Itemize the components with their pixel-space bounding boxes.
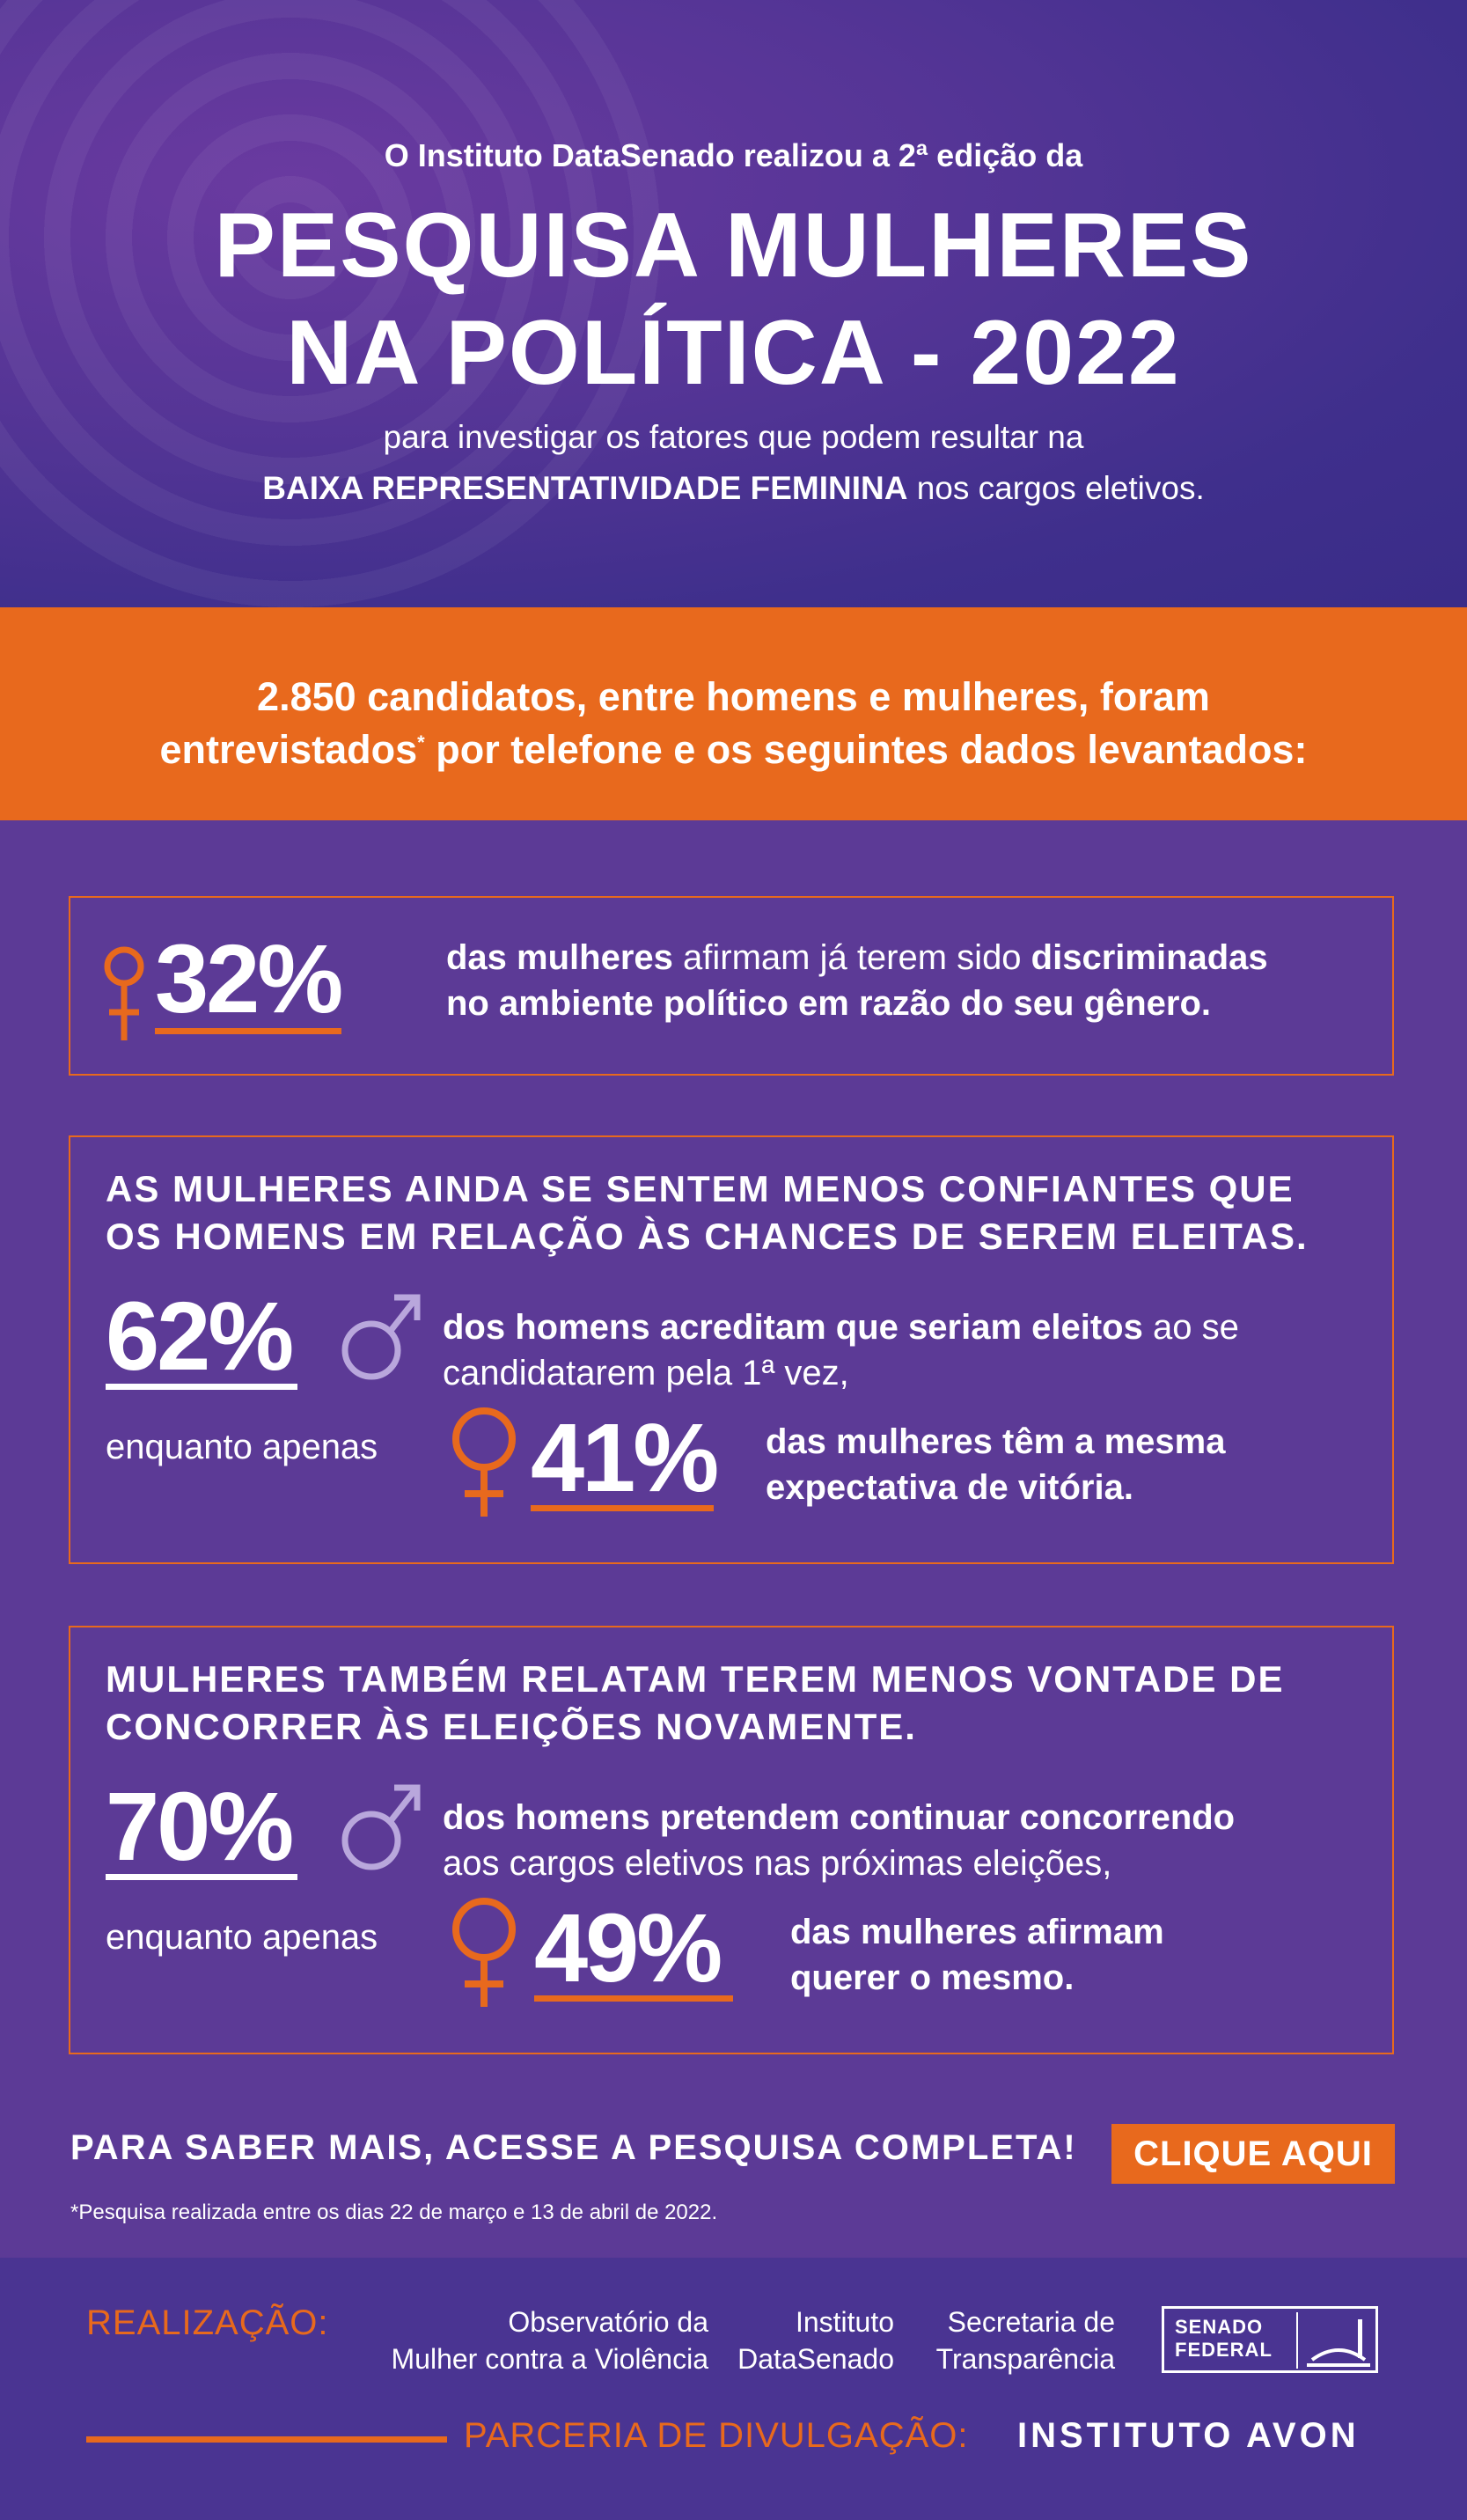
senado-logo-text: SENADO FEDERAL [1175,2316,1273,2362]
instituto-avon-logo: INSTITUTO AVON [1017,2416,1360,2455]
men-desc-light-2: candidatarem pela 1ª vez, [443,1354,849,1392]
intro-text: O Instituto DataSenado realizou a 2ª edi… [384,137,1083,173]
heading-line-2: CONCORRER ÀS ELEIÇÕES NOVAMENTE. [106,1706,917,1747]
senado-logo-line-2: FEDERAL [1175,2339,1273,2361]
title-line-1: PESQUISA MULHERES [214,195,1253,297]
enquanto-label: enquanto apenas [106,1918,378,1957]
stat-underline [155,1028,341,1034]
org-observatorio: Observatório da Mulher contra a Violênci… [392,2303,709,2377]
org-datasenado: Instituto DataSenado [737,2303,894,2377]
women-description: das mulheres afirmam querer o mesmo. [790,1909,1164,2001]
women-desc-line-1: das mulheres têm a mesma [766,1422,1226,1461]
heading-line-1: MULHERES TAMBÉM RELATAM TEREM MENOS VONT… [106,1658,1285,1700]
footnote-marker: * [417,731,425,753]
stat-underline-women [534,1995,733,2002]
enquanto-label: enquanto apenas [106,1428,378,1466]
heading-line-1: AS MULHERES AINDA SE SENTEM MENOS CONFIA… [106,1168,1295,1209]
stat-value-32: 32% [155,925,343,1033]
realizacao-label: REALIZAÇÃO: [86,2303,329,2342]
summary-band: 2.850 candidatos, entre homens e mulhere… [0,607,1467,820]
background-swirl [0,0,686,607]
men-desc-bold: dos homens pretendem continuar concorren… [443,1798,1236,1837]
summary-line-2: entrevistados* por telefone e os seguint… [0,720,1467,773]
org-transparencia-line-1: Secretaria de [947,2306,1115,2338]
stat-underline-men [106,1874,297,1880]
desc-line-2: no ambiente político em razão do seu gên… [446,984,1212,1023]
female-symbol-icon [452,1407,516,1517]
cta-text: PARA SABER MAIS, ACESSE A PESQUISA COMPL… [70,2128,1077,2167]
stat-box-reelection: MULHERES TAMBÉM RELATAM TEREM MENOS VONT… [69,1626,1394,2054]
men-desc-light-1: ao se [1142,1308,1239,1347]
stat-underline-men [106,1384,297,1390]
logo-divider [1296,2312,1298,2369]
org-observatorio-line-1: Observatório da [508,2306,708,2338]
stat-underline-women [531,1505,714,1511]
heading-line-2: OS HOMENS EM RELAÇÃO ÀS CHANCES DE SEREM… [106,1216,1309,1257]
senado-building-icon [1307,2319,1370,2367]
org-transparencia: Secretaria de Transparência [936,2303,1115,2377]
women-desc-line-1: das mulheres afirmam [790,1913,1164,1951]
title-line-2: NA POLÍTICA - 2022 [286,302,1181,404]
page-title: PESQUISA MULHERES NA POLÍTICA - 2022 [0,192,1467,407]
male-symbol-icon [341,1784,421,1870]
subtitle: para investigar os fatores que podem res… [0,412,1467,514]
footer-divider-line [86,2436,447,2443]
stat-value-62: 62% [106,1282,294,1391]
footnote: *Pesquisa realizada entre os dias 22 de … [70,2200,718,2224]
male-symbol-icon [341,1294,421,1380]
org-datasenado-line-2: DataSenado [737,2343,894,2375]
box-heading: MULHERES TAMBÉM RELATAM TEREM MENOS VONT… [106,1656,1285,1751]
men-description: dos homens acreditam que seriam eleitos … [443,1304,1239,1396]
subtitle-rest: nos cargos eletivos. [907,470,1205,506]
female-symbol-icon [104,946,144,1040]
summary-text-a: entrevistados [159,727,418,772]
women-desc-line-2: querer o mesmo. [790,1958,1075,1997]
parceria-label: PARCERIA DE DIVULGAÇÃO: [464,2416,969,2455]
stat-value-41: 41% [531,1404,719,1512]
men-desc-light: aos cargos eletivos nas próximas eleiçõe… [443,1844,1112,1883]
subtitle-line-2: BAIXA REPRESENTATIVIDADE FEMININA nos ca… [0,463,1467,514]
org-transparencia-line-2: Transparência [935,2343,1115,2375]
stat-box-confidence: AS MULHERES AINDA SE SENTEM MENOS CONFIA… [69,1135,1394,1564]
header: O Instituto DataSenado realizou a 2ª edi… [0,0,1467,607]
clique-aqui-button[interactable]: CLIQUE AQUI [1111,2124,1395,2184]
men-desc-bold: dos homens acreditam que seriam eleitos [443,1308,1143,1347]
org-observatorio-line-2: Mulher contra a Violência [391,2343,709,2375]
senado-federal-logo: SENADO FEDERAL [1162,2306,1378,2373]
senado-logo-line-1: SENADO [1175,2316,1264,2338]
summary-line-1: 2.850 candidatos, entre homens e mulhere… [257,674,1210,719]
desc-bold-2: discriminadas [1031,938,1268,977]
summary-text-b: por telefone e os seguintes dados levant… [424,727,1308,772]
box-heading: AS MULHERES AINDA SE SENTEM MENOS CONFIA… [106,1165,1309,1260]
desc-bold-1: das mulheres [446,938,673,977]
women-description: das mulheres têm a mesma expectativa de … [766,1419,1225,1510]
stat-description: das mulheres afirmam já terem sido discr… [446,935,1268,1026]
female-symbol-icon [452,1898,516,2007]
desc-light-1: afirmam já terem sido [672,938,1031,977]
stat-value-70: 70% [106,1773,294,1881]
subtitle-emphasis: BAIXA REPRESENTATIVIDADE FEMININA [262,470,908,506]
footer: REALIZAÇÃO: Observatório da Mulher contr… [0,2258,1467,2520]
org-datasenado-line-1: Instituto [795,2306,894,2338]
subtitle-line-1: para investigar os fatores que podem res… [383,419,1084,455]
men-description: dos homens pretendem continuar concorren… [443,1795,1235,1886]
stat-box-discrimination: 32% das mulheres afirmam já terem sido d… [69,896,1394,1076]
women-desc-line-2: expectativa de vitória. [766,1468,1133,1507]
stat-value-49: 49% [534,1894,722,2002]
